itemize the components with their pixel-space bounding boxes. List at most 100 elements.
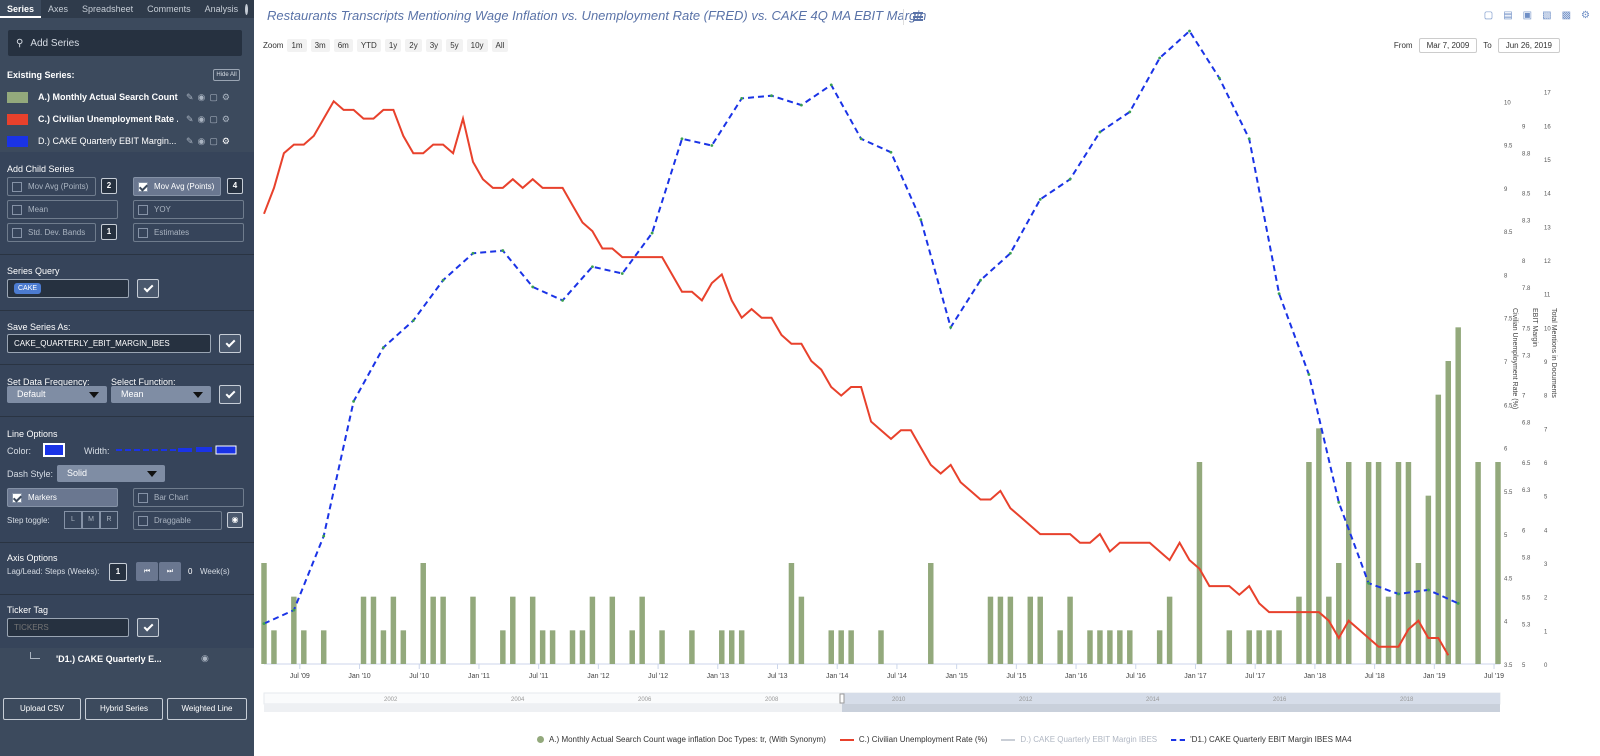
zoom-6m-button[interactable]: 6m: [333, 39, 353, 52]
function-select[interactable]: Mean: [111, 386, 211, 403]
edit-icon[interactable]: ✎: [186, 113, 194, 124]
zoom-all-button[interactable]: All: [491, 39, 509, 52]
series-row-d[interactable]: D.) CAKE Quarterly EBIT Margin... ✎ ◉ ▢ ⚙: [7, 133, 247, 149]
zoom-3y-button[interactable]: 3y: [425, 39, 443, 52]
gear-icon[interactable]: ⚙: [221, 113, 230, 124]
color-picker[interactable]: [43, 443, 65, 457]
lag-steps-input[interactable]: 1: [109, 563, 127, 581]
step-forward-button[interactable]: ⏭: [159, 562, 181, 581]
mentions-tick-label: 0: [1544, 663, 1548, 669]
ticker-tag-confirm-button[interactable]: [137, 618, 159, 637]
chart-svg[interactable]: Jul '09 Jan '10 Jul '10 Jan '11 Jul '11 Jan '…: [254, 0, 1600, 735]
ticker-pill[interactable]: CAKE: [14, 283, 42, 294]
series-row-a[interactable]: A.) Monthly Actual Search Count... ✎ ◉ ▢ ⚙: [7, 89, 247, 105]
markers-checkbox[interactable]: Markers: [7, 488, 118, 507]
navigator-label: 2012: [1019, 697, 1033, 703]
ebit-marker: [1068, 177, 1072, 181]
ebit-tick-label: 7: [1522, 394, 1526, 400]
mov-avg-2-value[interactable]: 2: [101, 178, 117, 194]
ebit-marker: [770, 94, 773, 98]
mov-avg-2-checkbox[interactable]: Mov Avg (Points): [7, 177, 96, 196]
from-date-input[interactable]: Mar 7, 2009: [1418, 38, 1478, 53]
zoom-ytd-button[interactable]: YTD: [356, 39, 381, 52]
bar: [1375, 462, 1382, 664]
tab-axes[interactable]: Axes: [48, 4, 69, 14]
tab-series[interactable]: Series: [0, 0, 42, 18]
bar: [987, 596, 994, 664]
bar: [301, 630, 307, 664]
eye-icon[interactable]: ◉: [201, 653, 209, 663]
tab-comments[interactable]: Comments: [147, 4, 191, 14]
tab-spreadsheet[interactable]: Spreadsheet: [82, 4, 134, 14]
estimates-checkbox[interactable]: Estimates: [133, 223, 244, 242]
edit-icon[interactable]: ✎: [186, 135, 194, 146]
gear-icon[interactable]: ⚙: [1581, 10, 1590, 21]
zoom-1m-button[interactable]: 1m: [287, 39, 307, 52]
gear-icon[interactable]: ⚙: [221, 91, 230, 102]
step-middle-button[interactable]: M: [82, 511, 100, 529]
gear-icon[interactable]: ⚙: [221, 135, 230, 146]
edit-icon[interactable]: ✎: [186, 91, 194, 102]
weighted-line-button[interactable]: Weighted Line: [167, 698, 247, 720]
unemployment-tick-label: 6.5: [1504, 403, 1513, 409]
bar: [1306, 462, 1312, 664]
width-picker[interactable]: [116, 445, 240, 457]
mean-checkbox[interactable]: Mean: [7, 200, 118, 219]
legend-item-a[interactable]: A.) Monthly Actual Search Count wage inf…: [537, 735, 826, 744]
trash-icon[interactable]: ▢: [209, 135, 218, 146]
legend-marker: [1001, 738, 1016, 741]
legend-label: A.) Monthly Actual Search Count wage inf…: [549, 735, 826, 744]
step-back-button[interactable]: ⏮: [136, 562, 158, 581]
collapse-icon[interactable]: [245, 3, 253, 15]
frequency-select[interactable]: Default: [7, 386, 107, 403]
std-dev-checkbox[interactable]: Std. Dev. Bands: [7, 223, 96, 242]
tickers-input[interactable]: [7, 618, 129, 637]
bar-chart-checkbox[interactable]: Bar Chart: [133, 488, 244, 507]
folder-icon[interactable]: ▧: [1542, 10, 1552, 21]
step-right-button[interactable]: R: [100, 511, 118, 529]
series-query-input[interactable]: CAKE: [7, 279, 129, 298]
upload-csv-button[interactable]: Upload CSV: [3, 698, 81, 720]
bar: [291, 596, 297, 664]
child-series-row[interactable]: 'D1.) CAKE Quarterly E... ◉: [0, 648, 254, 670]
eye-icon[interactable]: ◉: [197, 91, 206, 102]
mov-avg-4-value[interactable]: 4: [227, 178, 243, 194]
tab-analysis[interactable]: Analysis: [204, 4, 239, 14]
zoom-1y-button[interactable]: 1y: [384, 39, 402, 52]
hybrid-series-button[interactable]: Hybrid Series: [85, 698, 163, 720]
bar: [928, 563, 934, 664]
legend-item-d1[interactable]: 'D1.) CAKE Quarterly EBIT Margin IBES MA…: [1171, 735, 1352, 744]
add-series-button[interactable]: ⚲ Add Series: [8, 30, 242, 56]
zoom-2y-button[interactable]: 2y: [405, 39, 422, 52]
save-as-confirm-button[interactable]: [219, 334, 241, 353]
hide-all-button[interactable]: Hide All: [213, 69, 240, 81]
chart-icon[interactable]: ▩: [1561, 10, 1572, 21]
trash-icon[interactable]: ▢: [1483, 10, 1494, 21]
eye-icon[interactable]: ◉: [227, 512, 243, 528]
trash-icon[interactable]: ▢: [209, 113, 218, 124]
legend-item-d[interactable]: D.) CAKE Quarterly EBIT Margin IBES: [1001, 735, 1157, 744]
series-query-confirm-button[interactable]: [137, 279, 159, 298]
yoy-checkbox[interactable]: YOY: [133, 200, 244, 219]
zoom-10y-button[interactable]: 10y: [466, 39, 488, 52]
to-date-input[interactable]: Jun 26, 2019: [1497, 38, 1560, 53]
eye-off-icon[interactable]: ◉: [197, 135, 206, 146]
trash-icon[interactable]: ▢: [209, 91, 218, 102]
dash-style-select[interactable]: Solid: [57, 465, 165, 482]
eye-icon[interactable]: ◉: [197, 113, 206, 124]
bar: [1415, 563, 1422, 664]
document-icon[interactable]: ▤: [1503, 10, 1513, 21]
mov-avg-4-checkbox[interactable]: Mov Avg (Points): [133, 177, 221, 196]
menu-icon[interactable]: [913, 12, 923, 21]
save-icon[interactable]: ▣: [1522, 10, 1533, 21]
zoom-5y-button[interactable]: 5y: [446, 39, 463, 52]
series-row-c[interactable]: C.) Civilian Unemployment Rate ... ✎ ◉ ▢ ⚙: [7, 111, 247, 127]
std-dev-value[interactable]: 1: [101, 224, 117, 240]
step-left-button[interactable]: L: [64, 511, 82, 529]
bar: [1037, 596, 1043, 664]
function-confirm-button[interactable]: [219, 385, 241, 404]
save-as-input[interactable]: CAKE_QUARTERLY_EBIT_MARGIN_IBES: [7, 334, 211, 353]
zoom-3m-button[interactable]: 3m: [310, 39, 330, 52]
legend-item-c[interactable]: C.) Civilian Unemployment Rate (%): [839, 735, 987, 744]
draggable-checkbox[interactable]: Draggable: [133, 511, 222, 530]
